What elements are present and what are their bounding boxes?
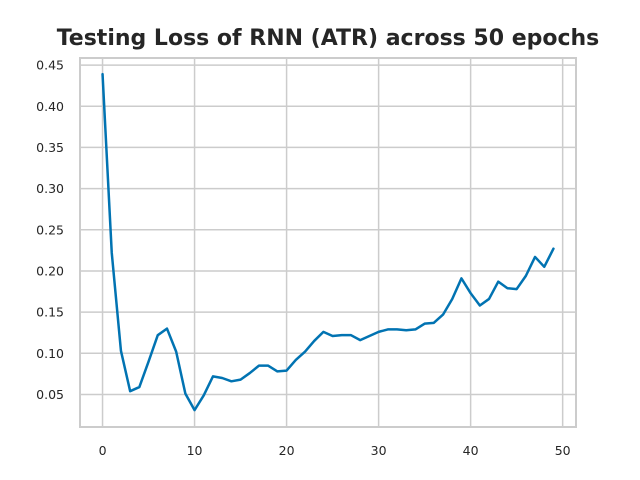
y-tick-label: 0.10 (36, 346, 64, 361)
y-tick-label: 0.20 (36, 263, 64, 278)
x-tick-label: 10 (187, 443, 203, 458)
x-tick-label: 50 (555, 443, 571, 458)
chart-title: Testing Loss of RNN (ATR) across 50 epoc… (56, 26, 600, 51)
x-tick-label: 30 (371, 443, 387, 458)
y-tick-label: 0.30 (36, 181, 64, 196)
y-tick-label: 0.45 (36, 58, 64, 73)
axes-frame (79, 57, 577, 428)
series-line (101, 72, 555, 412)
grid-lines (80, 58, 576, 427)
y-tick-label: 0.15 (36, 305, 64, 320)
y-tick-label: 0.05 (36, 387, 64, 402)
plot-frame (79, 57, 577, 428)
y-tick-label: 0.35 (36, 140, 64, 155)
y-tick-label: 0.40 (36, 99, 64, 114)
x-tick-label: 20 (279, 443, 295, 458)
y-tick-label: 0.25 (36, 222, 64, 237)
tick-labels: 0 10 20 30 40 50 0.05 0.10 0.15 0.20 0.25 0.30 0.35 0… (36, 58, 571, 458)
x-tick-label: 40 (463, 443, 479, 458)
x-tick-label: 0 (99, 443, 107, 458)
series-layer (101, 72, 555, 412)
